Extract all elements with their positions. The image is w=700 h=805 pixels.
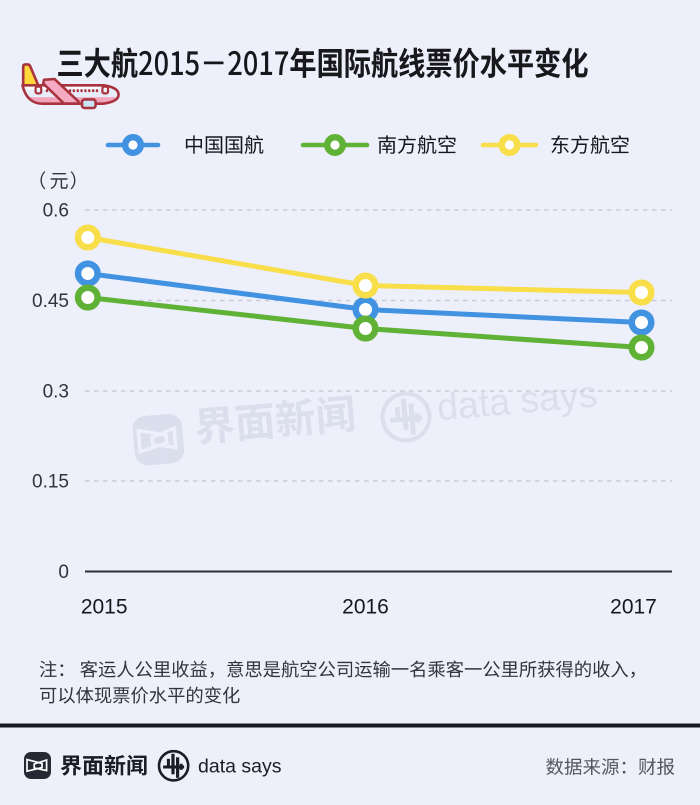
- svg-text:data says: data says: [435, 372, 599, 428]
- svg-text:0.3: 0.3: [43, 382, 69, 403]
- svg-text:0.6: 0.6: [43, 201, 69, 222]
- svg-text:2015: 2015: [81, 596, 128, 619]
- svg-text:0.45: 0.45: [32, 291, 69, 312]
- svg-text:0.15: 0.15: [32, 472, 69, 493]
- svg-text:data says: data says: [198, 756, 282, 778]
- svg-text:0: 0: [58, 562, 69, 583]
- svg-text:2017: 2017: [610, 596, 657, 619]
- svg-text:2016: 2016: [342, 596, 389, 619]
